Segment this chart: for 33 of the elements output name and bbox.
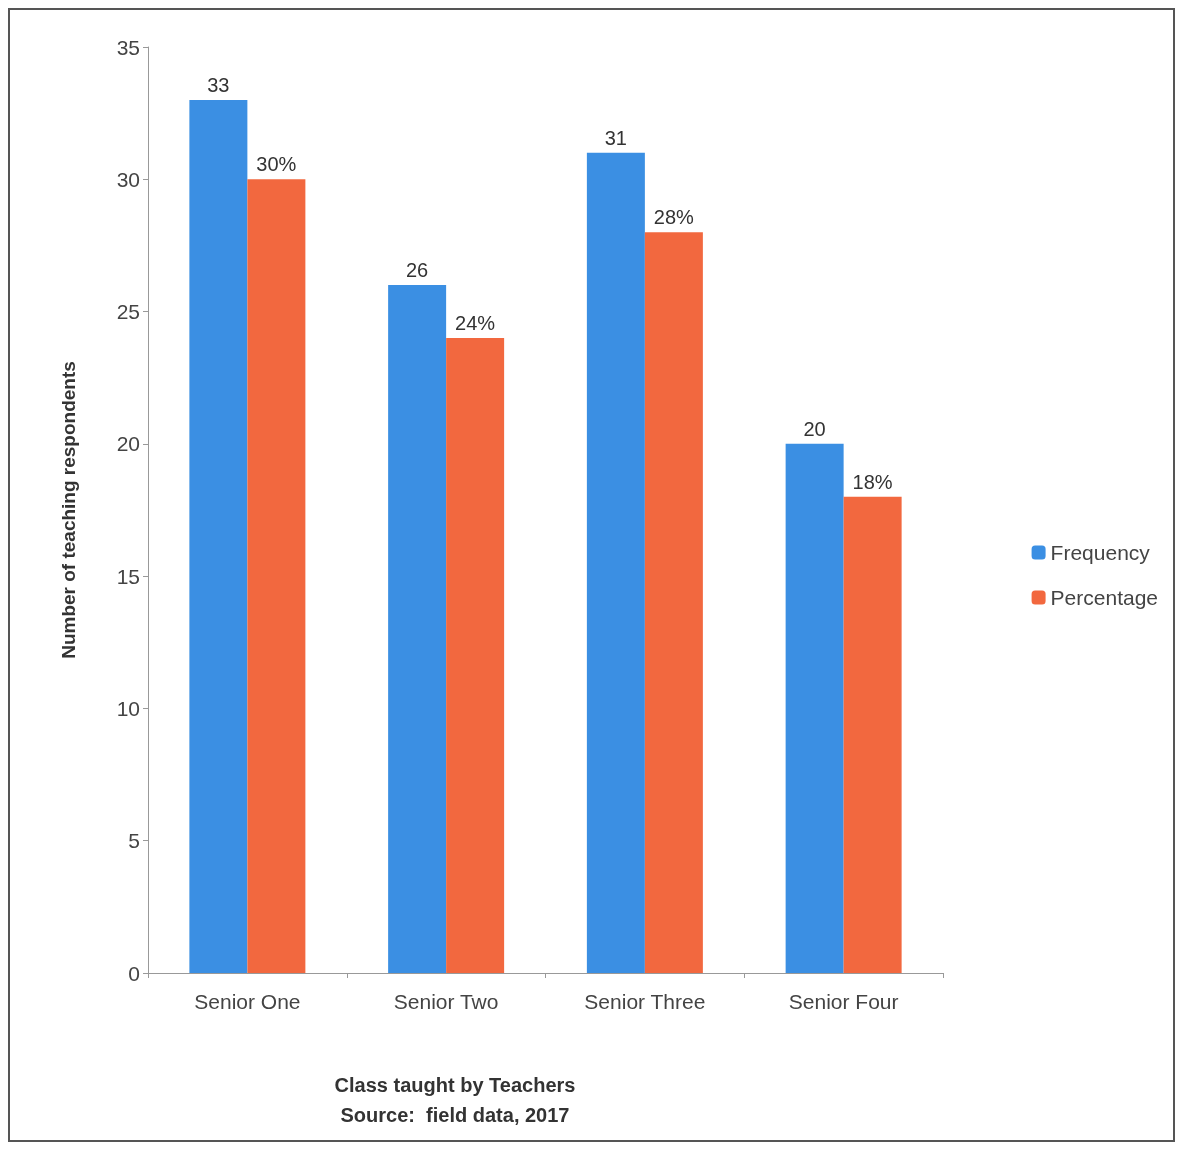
legend-label: Percentage: [1050, 586, 1159, 609]
bar: [785, 443, 844, 973]
y-tick-label: 25: [116, 300, 140, 324]
data-label: 31: [604, 126, 627, 149]
source-note: Source: field data, 2017: [340, 1104, 570, 1126]
y-tick-label: 10: [116, 696, 140, 720]
data-label: 28%: [653, 206, 695, 229]
x-tick-label: Senior Four: [788, 990, 899, 1013]
bar: [446, 338, 505, 973]
y-tick-label: 35: [116, 35, 140, 59]
data-label: 18%: [852, 470, 893, 493]
x-axis-title: Class taught by Teachers: [334, 1074, 576, 1096]
data-label: 26: [406, 259, 429, 282]
legend-label: Frequency: [1050, 541, 1151, 564]
data-label: 30%: [256, 153, 297, 176]
bar: [189, 99, 248, 973]
x-tick-label: Senior Two: [393, 990, 499, 1013]
y-tick-label: 15: [116, 564, 140, 588]
y-tick-label: 5: [128, 829, 140, 853]
y-axis-title: Number of teaching respondents: [58, 361, 79, 659]
data-label: 24%: [455, 312, 496, 335]
bar: [644, 232, 703, 973]
bar: [843, 496, 902, 973]
y-tick-label: 20: [116, 432, 140, 456]
data-label: 20: [803, 417, 826, 440]
data-label: 33: [207, 73, 230, 96]
bar: [388, 285, 447, 973]
y-tick-label: 30: [116, 167, 140, 191]
x-tick-label: Senior One: [194, 990, 301, 1013]
bar: [247, 179, 306, 973]
x-tick-label: Senior Three: [584, 990, 706, 1013]
y-tick-label: 0: [128, 961, 140, 985]
bar: [586, 152, 645, 973]
